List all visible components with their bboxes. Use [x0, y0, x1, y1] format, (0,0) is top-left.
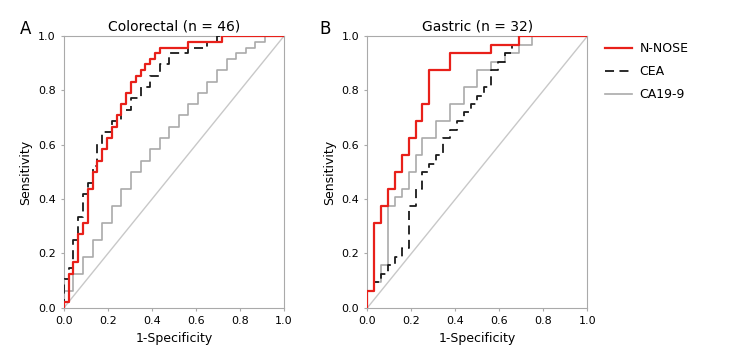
Text: B: B [319, 20, 331, 38]
X-axis label: 1-Specificity: 1-Specificity [136, 332, 212, 345]
Title: Gastric (n = 32): Gastric (n = 32) [422, 20, 533, 34]
Y-axis label: Sensitivity: Sensitivity [323, 139, 336, 205]
Y-axis label: Sensitivity: Sensitivity [20, 139, 32, 205]
Title: Colorectal (n = 46): Colorectal (n = 46) [108, 20, 240, 34]
Text: A: A [20, 20, 32, 38]
X-axis label: 1-Specificity: 1-Specificity [439, 332, 516, 345]
Legend: N-NOSE, CEA, CA19-9: N-NOSE, CEA, CA19-9 [605, 42, 688, 101]
